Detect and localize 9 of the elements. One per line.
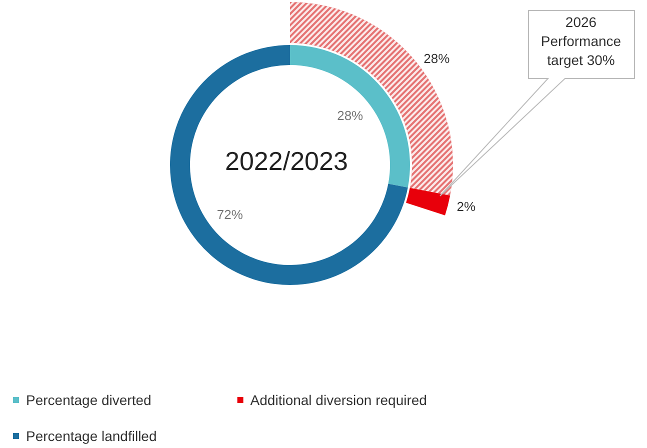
- data-label: 2%: [456, 199, 476, 214]
- data-label: 72%: [216, 207, 244, 222]
- data-label: 28%: [424, 51, 450, 66]
- legend-label: Percentage diverted: [26, 392, 152, 408]
- legend-label: Additional diversion required: [250, 392, 427, 408]
- text: 2026 Performance target 30%: [540, 13, 622, 70]
- data-label: 28%: [337, 108, 364, 123]
- legend-label: Percentage landfilled: [26, 428, 157, 444]
- text: 2022/2023: [225, 146, 348, 176]
